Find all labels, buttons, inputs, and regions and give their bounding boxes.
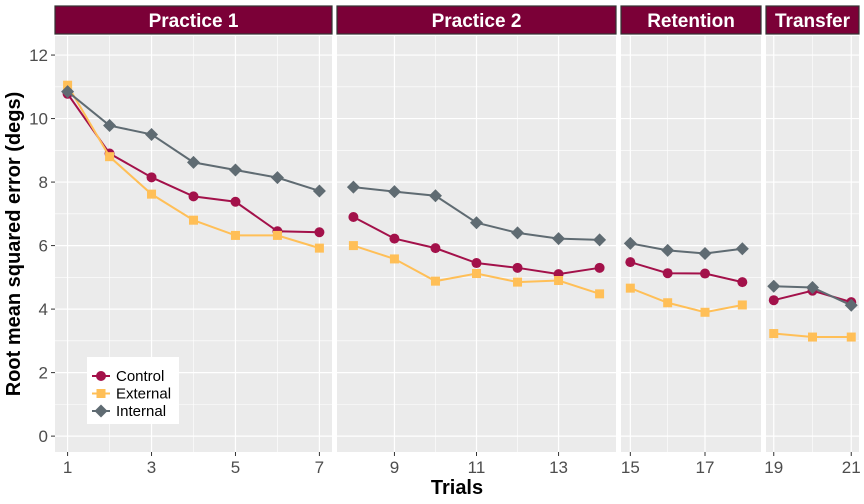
- x-axis-title: Trials: [431, 477, 483, 499]
- y-tick-label: 4: [39, 300, 48, 319]
- data-point-control: [230, 196, 241, 207]
- panel-strip-label-practice-1: Practice 1: [149, 11, 239, 32]
- data-point-external: [663, 298, 673, 308]
- data-point-control: [314, 227, 325, 238]
- data-point-internal: [470, 216, 483, 230]
- data-point-internal: [735, 242, 749, 256]
- y-tick-label: 2: [39, 364, 48, 383]
- x-tick-label: 1: [63, 458, 72, 477]
- data-point-external: [769, 329, 779, 339]
- data-point-external: [808, 332, 817, 342]
- x-tick-label: 17: [696, 458, 715, 477]
- data-point-internal: [767, 279, 781, 293]
- data-point-internal: [552, 232, 566, 246]
- series-line-external: [629, 287, 743, 314]
- y-axis-title: Root mean squared error (degs): [3, 92, 25, 397]
- data-point-external: [272, 230, 282, 240]
- data-point-internal: [187, 155, 200, 169]
- panel-strip-label-practice-2: Practice 2: [432, 11, 522, 32]
- data-point-external: [348, 241, 358, 251]
- data-point-internal: [661, 243, 675, 257]
- data-point-internal: [346, 180, 360, 194]
- data-point-external: [595, 289, 605, 299]
- data-point-control: [188, 191, 199, 202]
- data-point-internal: [312, 184, 326, 198]
- data-point-external: [314, 243, 324, 253]
- panel-strip-label-retention: Retention: [647, 11, 735, 32]
- data-point-internal: [270, 171, 284, 185]
- legend-label-internal: Internal: [116, 403, 166, 420]
- data-point-internal: [387, 185, 401, 199]
- x-tick-label: 7: [315, 458, 324, 477]
- panel-strip-practice-2: [336, 5, 617, 35]
- x-tick-label: 13: [549, 458, 568, 477]
- data-point-control: [512, 262, 523, 273]
- data-point-internal: [228, 163, 242, 177]
- data-point-external: [737, 300, 747, 310]
- data-point-control: [737, 277, 748, 288]
- x-tick-label: 19: [764, 458, 783, 477]
- data-point-external: [189, 215, 198, 225]
- y-tick-label: 12: [29, 46, 48, 65]
- data-point-external: [554, 276, 564, 286]
- legend-key-marker-external: [96, 389, 106, 398]
- legend-key-marker-internal: [94, 404, 108, 418]
- x-tick-label: 3: [147, 458, 156, 477]
- data-point-control: [348, 212, 359, 223]
- data-point-control: [700, 268, 710, 279]
- x-tick-label: 5: [231, 458, 240, 477]
- data-point-internal: [61, 85, 75, 99]
- data-point-control: [594, 262, 605, 273]
- data-point-external: [147, 189, 157, 199]
- data-point-external: [700, 307, 710, 317]
- data-point-internal: [428, 189, 442, 203]
- data-point-internal: [593, 233, 607, 247]
- panel-strip-label-transfer: Transfer: [775, 11, 851, 32]
- data-point-external: [430, 276, 440, 286]
- data-point-control: [471, 258, 482, 269]
- data-point-external: [513, 277, 523, 287]
- data-point-control: [146, 172, 157, 183]
- data-point-internal: [623, 236, 637, 250]
- legend-label-control: Control: [116, 368, 164, 385]
- y-tick-label: 10: [29, 110, 48, 129]
- data-point-control: [768, 295, 779, 306]
- data-point-control: [389, 233, 400, 244]
- data-point-internal: [103, 119, 117, 133]
- legend-key-marker-control: [96, 371, 106, 381]
- y-tick-label: 8: [39, 173, 48, 192]
- data-point-external: [472, 269, 481, 279]
- data-point-external: [230, 230, 240, 240]
- panel-strip-transfer: [765, 5, 860, 35]
- data-point-external: [846, 332, 856, 342]
- series-line-control: [630, 261, 743, 284]
- legend-label-external: External: [116, 386, 171, 403]
- panel-strip-practice-1: [54, 5, 333, 35]
- data-point-control: [662, 268, 673, 279]
- y-tick-label: 6: [39, 237, 48, 256]
- panel-strip-retention: [620, 5, 762, 35]
- data-point-external: [105, 152, 115, 162]
- series-line-internal: [630, 242, 743, 255]
- data-point-external: [625, 283, 635, 293]
- data-point-internal: [844, 298, 858, 312]
- data-point-internal: [698, 247, 712, 261]
- data-point-internal: [511, 226, 525, 240]
- data-point-control: [625, 257, 636, 268]
- data-point-control: [430, 243, 441, 254]
- x-tick-label: 9: [390, 458, 399, 477]
- data-point-internal: [145, 127, 159, 141]
- data-point-internal: [806, 281, 819, 295]
- panel-background-retention: [621, 36, 761, 452]
- x-tick-label: 11: [468, 458, 486, 477]
- y-tick-label: 0: [39, 427, 48, 446]
- x-tick-label: 15: [621, 458, 640, 477]
- x-tick-label: 21: [842, 458, 861, 477]
- data-point-external: [389, 254, 399, 264]
